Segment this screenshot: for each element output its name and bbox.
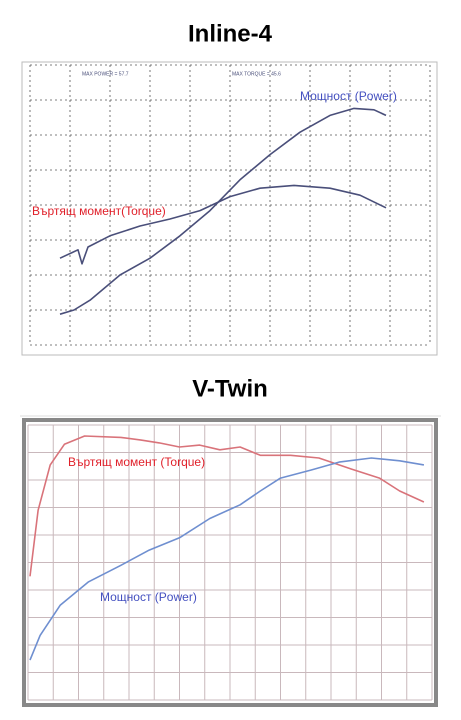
annotation: Мощност (Power) bbox=[300, 89, 397, 103]
annotation: Мощност (Power) bbox=[100, 590, 197, 604]
annotation: Въртящ момент(Torque) bbox=[32, 204, 166, 218]
chart-title: Inline-4 bbox=[188, 20, 273, 47]
chart-title: V-Twin bbox=[192, 375, 268, 402]
annotation: MAX TORQUE = 45.6 bbox=[232, 71, 281, 77]
data-line bbox=[59, 184, 387, 265]
chart-frame bbox=[21, 61, 438, 356]
annotation: MAX POWER = 57.7 bbox=[82, 71, 129, 77]
chart: Inline-4 MAX POWER = 57.7 MAX TORQUE = 45.… bbox=[21, 20, 438, 356]
data-line bbox=[29, 457, 425, 661]
data-line bbox=[59, 107, 387, 315]
data-line bbox=[29, 435, 425, 577]
chart: V-Twin Въртящ момент (Torque) Мощност (Pow… bbox=[22, 375, 438, 707]
annotation: Въртящ момент (Torque) bbox=[68, 455, 205, 469]
